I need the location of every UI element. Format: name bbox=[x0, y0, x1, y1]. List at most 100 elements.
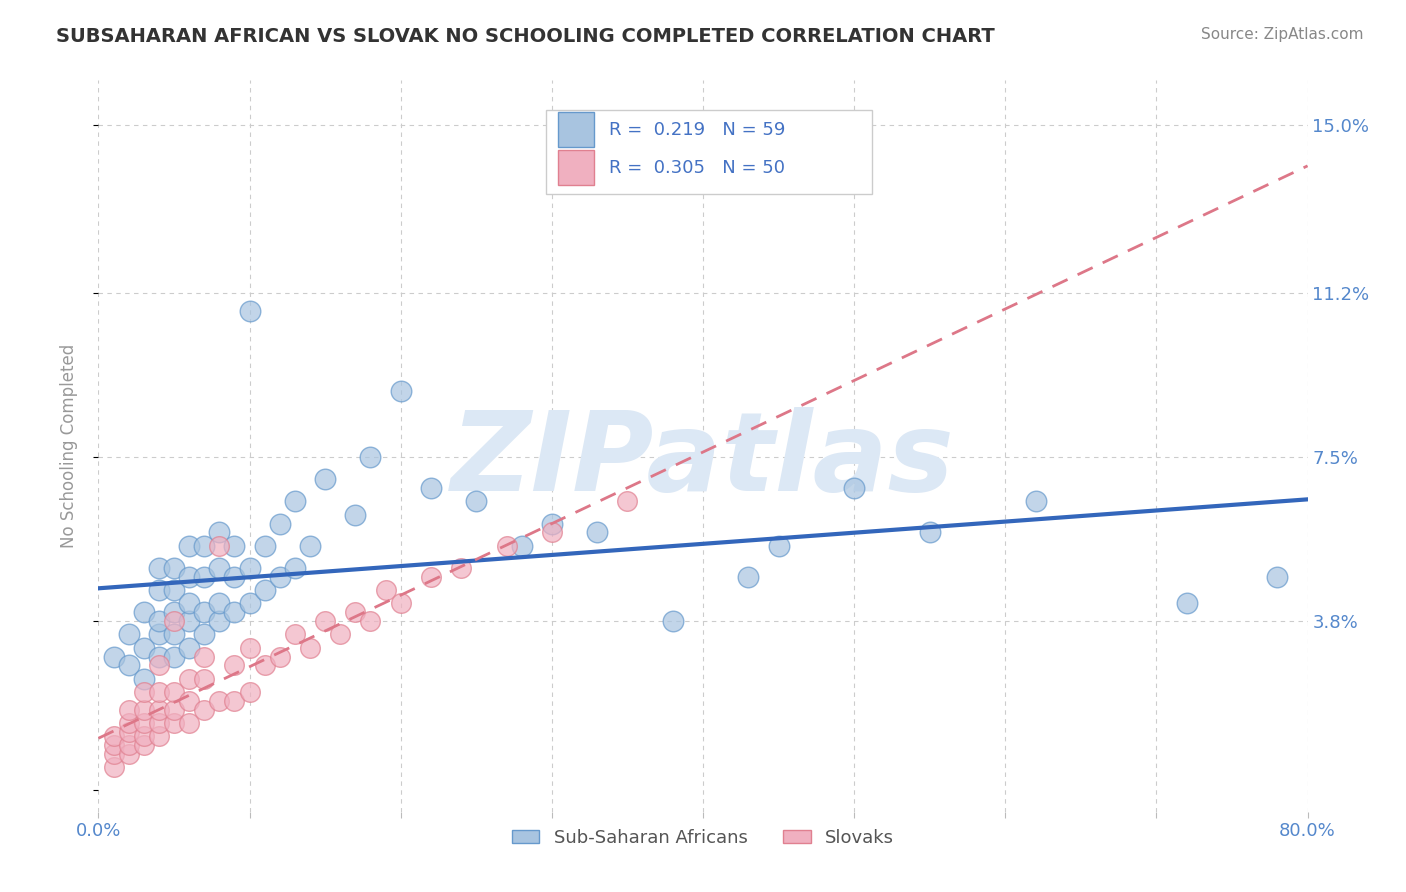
Point bbox=[389, 384, 412, 398]
Point bbox=[103, 730, 125, 744]
Point bbox=[179, 694, 201, 708]
Point bbox=[540, 525, 562, 540]
Point bbox=[163, 614, 186, 628]
Point bbox=[510, 539, 533, 553]
Point bbox=[179, 570, 201, 584]
Point bbox=[389, 596, 412, 610]
Point bbox=[1267, 570, 1289, 584]
Point bbox=[208, 596, 231, 610]
Point bbox=[450, 561, 472, 575]
Point bbox=[103, 649, 125, 664]
Point bbox=[540, 516, 562, 531]
Point bbox=[179, 614, 201, 628]
Point bbox=[163, 627, 186, 641]
Point bbox=[132, 716, 155, 731]
Point bbox=[118, 747, 141, 761]
Point bbox=[344, 605, 367, 619]
Point bbox=[239, 561, 262, 575]
Point bbox=[420, 481, 443, 495]
Point bbox=[314, 614, 336, 628]
Point bbox=[918, 525, 941, 540]
Point bbox=[360, 614, 382, 628]
Point bbox=[299, 539, 322, 553]
Point bbox=[224, 570, 246, 584]
Point bbox=[239, 640, 262, 655]
Point bbox=[132, 640, 155, 655]
Point bbox=[148, 649, 170, 664]
Point bbox=[179, 539, 201, 553]
Point bbox=[844, 481, 866, 495]
Point bbox=[208, 694, 231, 708]
Point bbox=[163, 703, 186, 717]
Point bbox=[148, 716, 170, 731]
Point bbox=[148, 658, 170, 673]
Point bbox=[224, 658, 246, 673]
Point bbox=[239, 685, 262, 699]
Point bbox=[118, 716, 141, 731]
Y-axis label: No Schooling Completed: No Schooling Completed bbox=[59, 344, 77, 548]
Point bbox=[193, 649, 215, 664]
Point bbox=[163, 716, 186, 731]
Point bbox=[179, 672, 201, 686]
Point bbox=[239, 303, 262, 318]
Bar bbox=[558, 150, 595, 186]
Point bbox=[253, 583, 276, 598]
Point bbox=[132, 672, 155, 686]
Point bbox=[163, 685, 186, 699]
Point bbox=[1175, 596, 1198, 610]
Point bbox=[179, 640, 201, 655]
Point bbox=[132, 685, 155, 699]
Point bbox=[148, 703, 170, 717]
Point bbox=[179, 716, 201, 731]
Point bbox=[253, 658, 276, 673]
Point bbox=[374, 583, 396, 598]
Point bbox=[661, 614, 683, 628]
Point bbox=[1024, 494, 1046, 508]
Point bbox=[132, 703, 155, 717]
FancyBboxPatch shape bbox=[546, 110, 872, 194]
Point bbox=[118, 658, 141, 673]
Point bbox=[284, 494, 307, 508]
Point bbox=[208, 539, 231, 553]
Point bbox=[148, 614, 170, 628]
Point bbox=[193, 570, 215, 584]
Point bbox=[208, 561, 231, 575]
Point bbox=[103, 738, 125, 752]
Point bbox=[163, 561, 186, 575]
Point bbox=[193, 627, 215, 641]
Text: R =  0.219   N = 59: R = 0.219 N = 59 bbox=[609, 120, 785, 139]
Point bbox=[208, 614, 231, 628]
Point bbox=[284, 627, 307, 641]
Point bbox=[284, 561, 307, 575]
Point bbox=[148, 627, 170, 641]
Point bbox=[314, 472, 336, 486]
Point bbox=[118, 725, 141, 739]
Point bbox=[148, 685, 170, 699]
Point bbox=[148, 583, 170, 598]
Point bbox=[118, 627, 141, 641]
Point bbox=[737, 570, 759, 584]
Point bbox=[269, 570, 291, 584]
Point bbox=[269, 516, 291, 531]
Point bbox=[163, 583, 186, 598]
Point bbox=[465, 494, 488, 508]
Point bbox=[239, 596, 262, 610]
Point bbox=[193, 672, 215, 686]
Point bbox=[768, 539, 790, 553]
Text: ZIPatlas: ZIPatlas bbox=[451, 407, 955, 514]
Point bbox=[269, 649, 291, 664]
Point bbox=[103, 760, 125, 774]
Point bbox=[224, 605, 246, 619]
Point bbox=[148, 730, 170, 744]
Point bbox=[616, 494, 638, 508]
Point bbox=[360, 450, 382, 464]
Point bbox=[193, 605, 215, 619]
Point bbox=[586, 525, 609, 540]
Bar bbox=[558, 112, 595, 147]
Point bbox=[495, 539, 517, 553]
Point bbox=[224, 539, 246, 553]
Point bbox=[118, 738, 141, 752]
Point bbox=[193, 703, 215, 717]
Text: SUBSAHARAN AFRICAN VS SLOVAK NO SCHOOLING COMPLETED CORRELATION CHART: SUBSAHARAN AFRICAN VS SLOVAK NO SCHOOLIN… bbox=[56, 27, 995, 45]
Point bbox=[118, 703, 141, 717]
